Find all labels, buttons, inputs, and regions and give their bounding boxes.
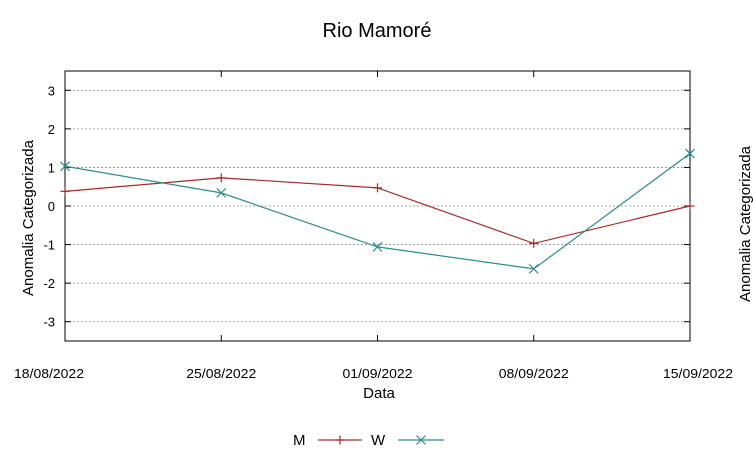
y-tick-label: -1 xyxy=(43,238,55,253)
series-line xyxy=(64,153,691,270)
right-y-axis-label: Anomalia Categorizada xyxy=(737,145,753,302)
chart-title: Rio Mamoré xyxy=(323,20,432,42)
grid xyxy=(65,89,690,323)
legend-label-M: M xyxy=(293,432,306,449)
y-tick-label: -2 xyxy=(43,276,55,291)
x-tick-label: 25/08/2022 xyxy=(186,366,256,381)
series-M xyxy=(60,173,695,248)
data-point-marker xyxy=(685,148,695,159)
y-axis-label: Anomalia Categorizada xyxy=(20,139,37,296)
y-tick-label: 0 xyxy=(48,199,55,214)
x-tick-label: 18/08/2022 xyxy=(14,366,84,381)
data-point-marker xyxy=(216,187,227,198)
x-tick-label: 01/09/2022 xyxy=(343,366,413,381)
y-tick-label: -3 xyxy=(43,315,55,330)
x-tick-label: 15/09/2022 xyxy=(663,366,733,381)
legend-label-W: W xyxy=(371,432,386,449)
x-axis-label: Data xyxy=(363,385,395,402)
data-point-marker xyxy=(60,161,70,172)
data-point-marker xyxy=(528,263,539,274)
y-tick-label: 2 xyxy=(48,122,55,137)
y-tick-label: 1 xyxy=(48,160,55,175)
data-point-marker xyxy=(416,435,426,445)
series-group xyxy=(60,148,695,274)
x-axis: 18/08/2022 25/08/2022 01/09/2022 08/09/2022… xyxy=(14,71,733,381)
data-point-marker xyxy=(372,241,383,252)
y-axis: 3 2 1 0 -1 -2 -3 xyxy=(43,83,690,330)
y-tick-label: 3 xyxy=(48,83,55,98)
x-tick-label: 08/09/2022 xyxy=(499,366,569,381)
series-W xyxy=(60,148,695,274)
